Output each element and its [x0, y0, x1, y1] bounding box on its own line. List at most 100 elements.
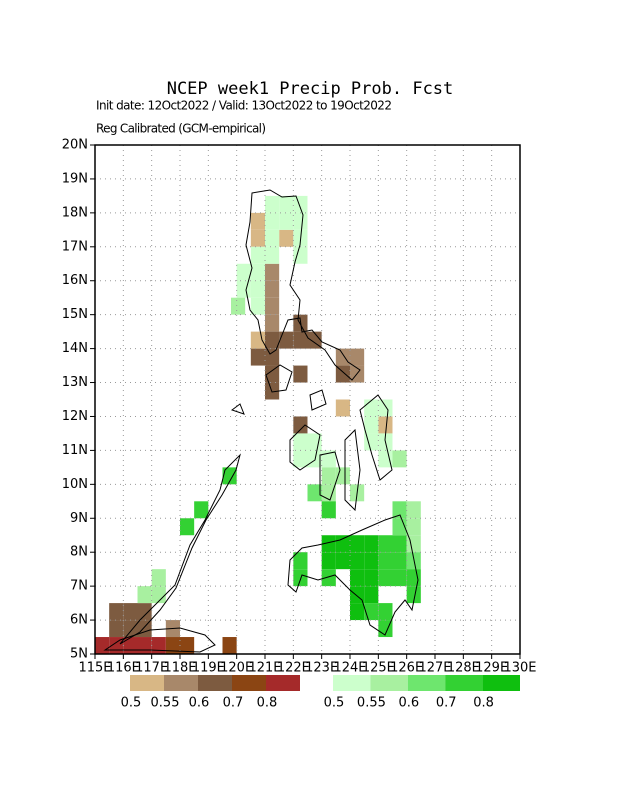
- grid-cell: [194, 501, 209, 519]
- grid-cell: [279, 229, 294, 247]
- subtitle: Init date: 12Oct2022 / Valid: 13Oct2022 …: [96, 99, 392, 113]
- y-tick-label: 8N: [70, 545, 88, 560]
- legend-label: 0.7: [223, 696, 244, 711]
- grid-cell: [307, 331, 322, 349]
- grid-cell: [265, 246, 280, 264]
- y-tick-label: 5N: [70, 647, 88, 662]
- grid-cell: [321, 467, 336, 485]
- grid-cell: [364, 552, 379, 570]
- legend-swatch: [164, 675, 198, 691]
- legend-label: 0.6: [398, 696, 419, 711]
- y-tick-label: 20N: [62, 138, 88, 153]
- grid-cell: [406, 501, 421, 519]
- palawan: [119, 453, 241, 645]
- grid-cell: [151, 586, 166, 604]
- grid-cell: [392, 552, 407, 570]
- grid-cell: [231, 297, 246, 315]
- legend: 0.5 0.55 0.6 0.7 0.8 0.5 0.55 0.6 0.7 0.8: [121, 675, 520, 711]
- grid-cell: [293, 331, 308, 349]
- grid-cell: [265, 229, 280, 247]
- grid-cell: [378, 569, 393, 587]
- subtitle: Reg Calibrated (GCM-empirical): [96, 122, 266, 136]
- grid-cell: [335, 552, 350, 570]
- grid-cell: [364, 586, 379, 604]
- grid-cell: [364, 603, 379, 621]
- grid-cell: [137, 620, 152, 638]
- grid-cell: [335, 348, 350, 366]
- grid-cell: [109, 603, 124, 621]
- borneo: [103, 627, 216, 653]
- grid-cell: [222, 637, 237, 654]
- legend-swatch: [407, 675, 446, 691]
- x-tick-label: 120E: [220, 661, 253, 676]
- grid-cell: [180, 637, 195, 654]
- grid-cell: [137, 637, 152, 654]
- legend-label: 0.7: [436, 696, 457, 711]
- grid-cell: [378, 603, 393, 621]
- y-tick-label: 14N: [62, 341, 88, 356]
- grid-cell: [123, 637, 138, 654]
- grid-cell: [293, 365, 308, 383]
- x-tick-label: 127E: [418, 661, 451, 676]
- grid-cell: [279, 331, 294, 349]
- grid-cell: [321, 484, 336, 502]
- legend-label: 0.8: [257, 696, 278, 711]
- grid-cell: [392, 501, 407, 519]
- grid-cell: [335, 535, 350, 553]
- y-tick-label: 16N: [62, 273, 88, 288]
- grid-cell: [392, 450, 407, 468]
- legend-swatch: [482, 675, 520, 691]
- grid-cell: [307, 484, 322, 502]
- grid-cell: [279, 212, 294, 230]
- grid-cell: [95, 637, 110, 654]
- plot-frame: [94, 144, 521, 655]
- grid-cell: [335, 399, 350, 417]
- cells: [95, 195, 421, 654]
- grid-cell: [364, 535, 379, 553]
- grid-cell: [350, 552, 365, 570]
- grid-cell: [250, 331, 265, 349]
- grid-cell: [406, 518, 421, 536]
- grid-cell: [350, 348, 365, 366]
- legend-label: 0.8: [473, 696, 494, 711]
- x-tick-label: 123E: [305, 661, 338, 676]
- grid-cell: [250, 229, 265, 247]
- legend-label: 0.5: [121, 696, 142, 711]
- grid-cell: [364, 416, 379, 434]
- x-tick-label: 124E: [333, 661, 366, 676]
- y-tick-label: 15N: [62, 307, 88, 322]
- legend-swatch: [370, 675, 408, 691]
- grid-cell: [350, 535, 365, 553]
- grid-cell: [321, 501, 336, 519]
- grid-cell: [250, 263, 265, 281]
- y-tick-label: 13N: [62, 375, 88, 390]
- grid-cell: [293, 195, 308, 213]
- grid-cell: [109, 620, 124, 638]
- y-tick-label: 17N: [62, 239, 88, 254]
- grid-cell: [250, 297, 265, 315]
- grid-cell: [265, 212, 280, 230]
- x-tick-label: 119E: [192, 661, 225, 676]
- mindanao: [287, 514, 419, 636]
- samar-leyte: [359, 394, 393, 481]
- grid-cell: [378, 450, 393, 468]
- grid-cell: [350, 569, 365, 587]
- x-tick-label: 117E: [135, 661, 168, 676]
- grid-cell: [265, 331, 280, 349]
- x-tick-label: 130E: [503, 661, 536, 676]
- x-tick-label: 115E: [78, 661, 111, 676]
- grid-cell: [364, 399, 379, 417]
- grid-cell: [137, 603, 152, 621]
- x-tick-label: 129E: [475, 661, 508, 676]
- x-tick-label: 122E: [277, 661, 310, 676]
- grid-cell: [378, 416, 393, 434]
- x-tick-label: 128E: [447, 661, 480, 676]
- x-tick-label: 116E: [107, 661, 140, 676]
- grid-cell: [250, 246, 265, 264]
- y-tick-label: 10N: [62, 477, 88, 492]
- x-tick-label: 125E: [362, 661, 395, 676]
- luzon: [245, 189, 361, 381]
- grid-cell: [293, 246, 308, 264]
- grid-cell: [293, 450, 308, 468]
